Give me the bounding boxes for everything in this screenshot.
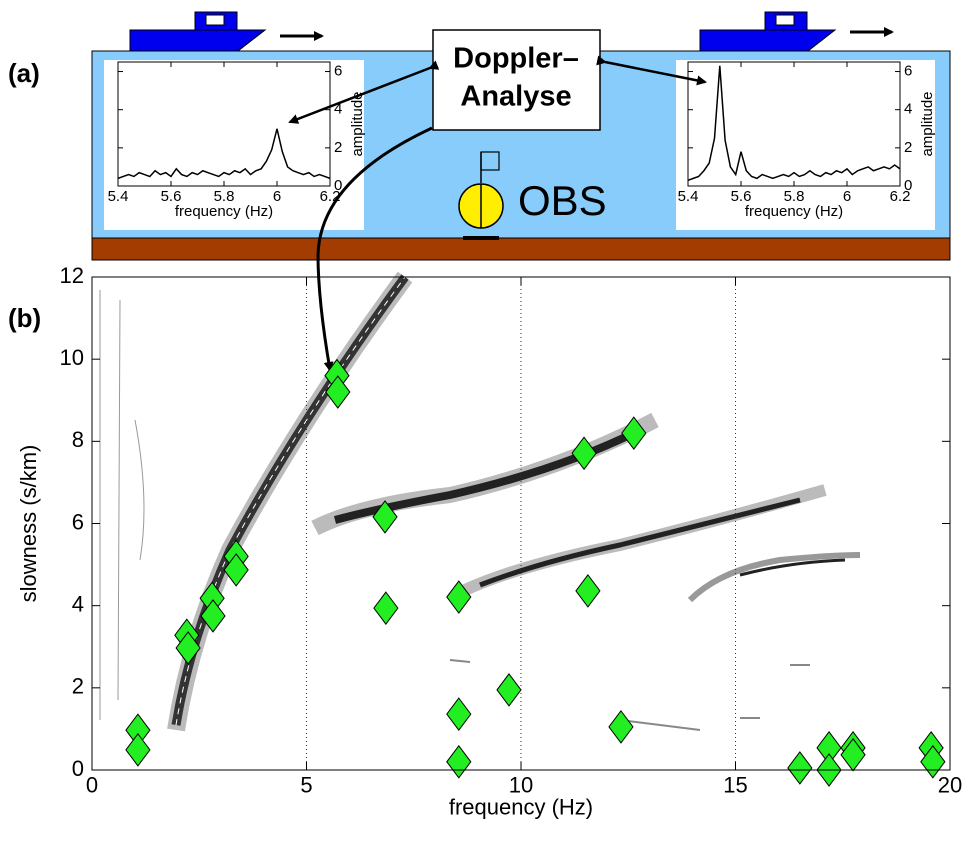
spectrum-line	[687, 65, 901, 181]
diamond-marker	[621, 416, 647, 450]
x-tick-label: 6.2	[320, 188, 341, 205]
y-tick-label: 2	[334, 139, 342, 156]
link-arrow	[288, 60, 440, 124]
y-tick-label: 2	[72, 674, 84, 699]
x-axis-label: frequency (Hz)	[449, 794, 593, 819]
contours	[99, 271, 861, 732]
diamond-marker	[571, 436, 597, 471]
y-axis-label: slowness (s/km)	[16, 445, 41, 603]
diamond-marker	[446, 744, 472, 779]
y-tick-label: 0	[72, 756, 84, 781]
y-tick-label: 10	[60, 345, 84, 370]
link-arrow	[316, 126, 433, 372]
y-tick-label: 2	[904, 139, 912, 156]
diamond-marker	[496, 673, 522, 707]
x-axis-label: frequency (Hz)	[745, 203, 843, 220]
x-tick-label: 15	[723, 772, 747, 797]
spectrum-line	[117, 128, 331, 180]
doppler-text: Analyse	[460, 81, 571, 113]
y-tick-label: 4	[334, 101, 342, 118]
axes-frame	[91, 276, 951, 771]
diamond-marker	[446, 697, 472, 731]
x-tick-label: 5.8	[214, 188, 235, 205]
diamond-marker	[125, 733, 151, 767]
y-tick-label: 0	[904, 177, 912, 194]
x-tick-label: 5.6	[731, 188, 752, 205]
obs-label: OBS	[518, 177, 607, 224]
diamond-marker	[787, 751, 813, 785]
x-tick-label: 5	[300, 772, 312, 797]
plot-area	[92, 277, 950, 770]
diamond-marker	[840, 737, 866, 772]
obs	[458, 151, 504, 240]
x-tick-label: 6	[843, 188, 851, 205]
y-tick-label: 0	[334, 177, 342, 194]
y-tick-label: 6	[334, 63, 342, 80]
x-tick-label: 6	[273, 188, 281, 205]
diamond-marker	[575, 574, 601, 608]
panel-label: (b)	[8, 303, 41, 333]
diamond-marker	[200, 599, 226, 633]
x-tick-label: 20	[938, 772, 962, 797]
doppler-text: Doppler–	[453, 43, 579, 75]
y-axis-label: amplitude	[349, 91, 366, 156]
x-tick-label: 10	[509, 772, 533, 797]
x-tick-label: 6.2	[890, 188, 911, 205]
diamond-marker	[373, 591, 399, 625]
x-axis-label: frequency (Hz)	[175, 203, 273, 220]
diamond-marker	[223, 553, 249, 587]
y-tick-label: 12	[60, 263, 84, 288]
ship-right	[699, 11, 837, 52]
x-tick-label: 5.4	[678, 188, 699, 205]
y-tick-label: 8	[72, 427, 84, 452]
axes-frame	[687, 61, 901, 187]
axes-frame	[117, 61, 331, 187]
diamond-marker	[608, 710, 634, 744]
x-tick-label: 0	[86, 772, 98, 797]
inset-box	[676, 60, 935, 230]
x-tick-label: 5.8	[784, 188, 805, 205]
y-tick-label: 4	[904, 101, 912, 118]
panel-label: (a)	[8, 58, 40, 88]
diamond-marker	[372, 500, 398, 534]
y-tick-label: 6	[72, 509, 84, 534]
diamond-marker	[446, 580, 472, 614]
x-tick-label: 5.4	[108, 188, 129, 205]
diamond-marker	[325, 375, 351, 409]
y-axis-label: amplitude	[919, 91, 936, 156]
y-tick-label: 6	[904, 63, 912, 80]
diamond-marker	[175, 631, 201, 665]
ship-left	[129, 11, 267, 52]
y-tick-label: 4	[72, 591, 84, 616]
x-tick-label: 5.6	[161, 188, 182, 205]
seabed	[91, 237, 951, 261]
